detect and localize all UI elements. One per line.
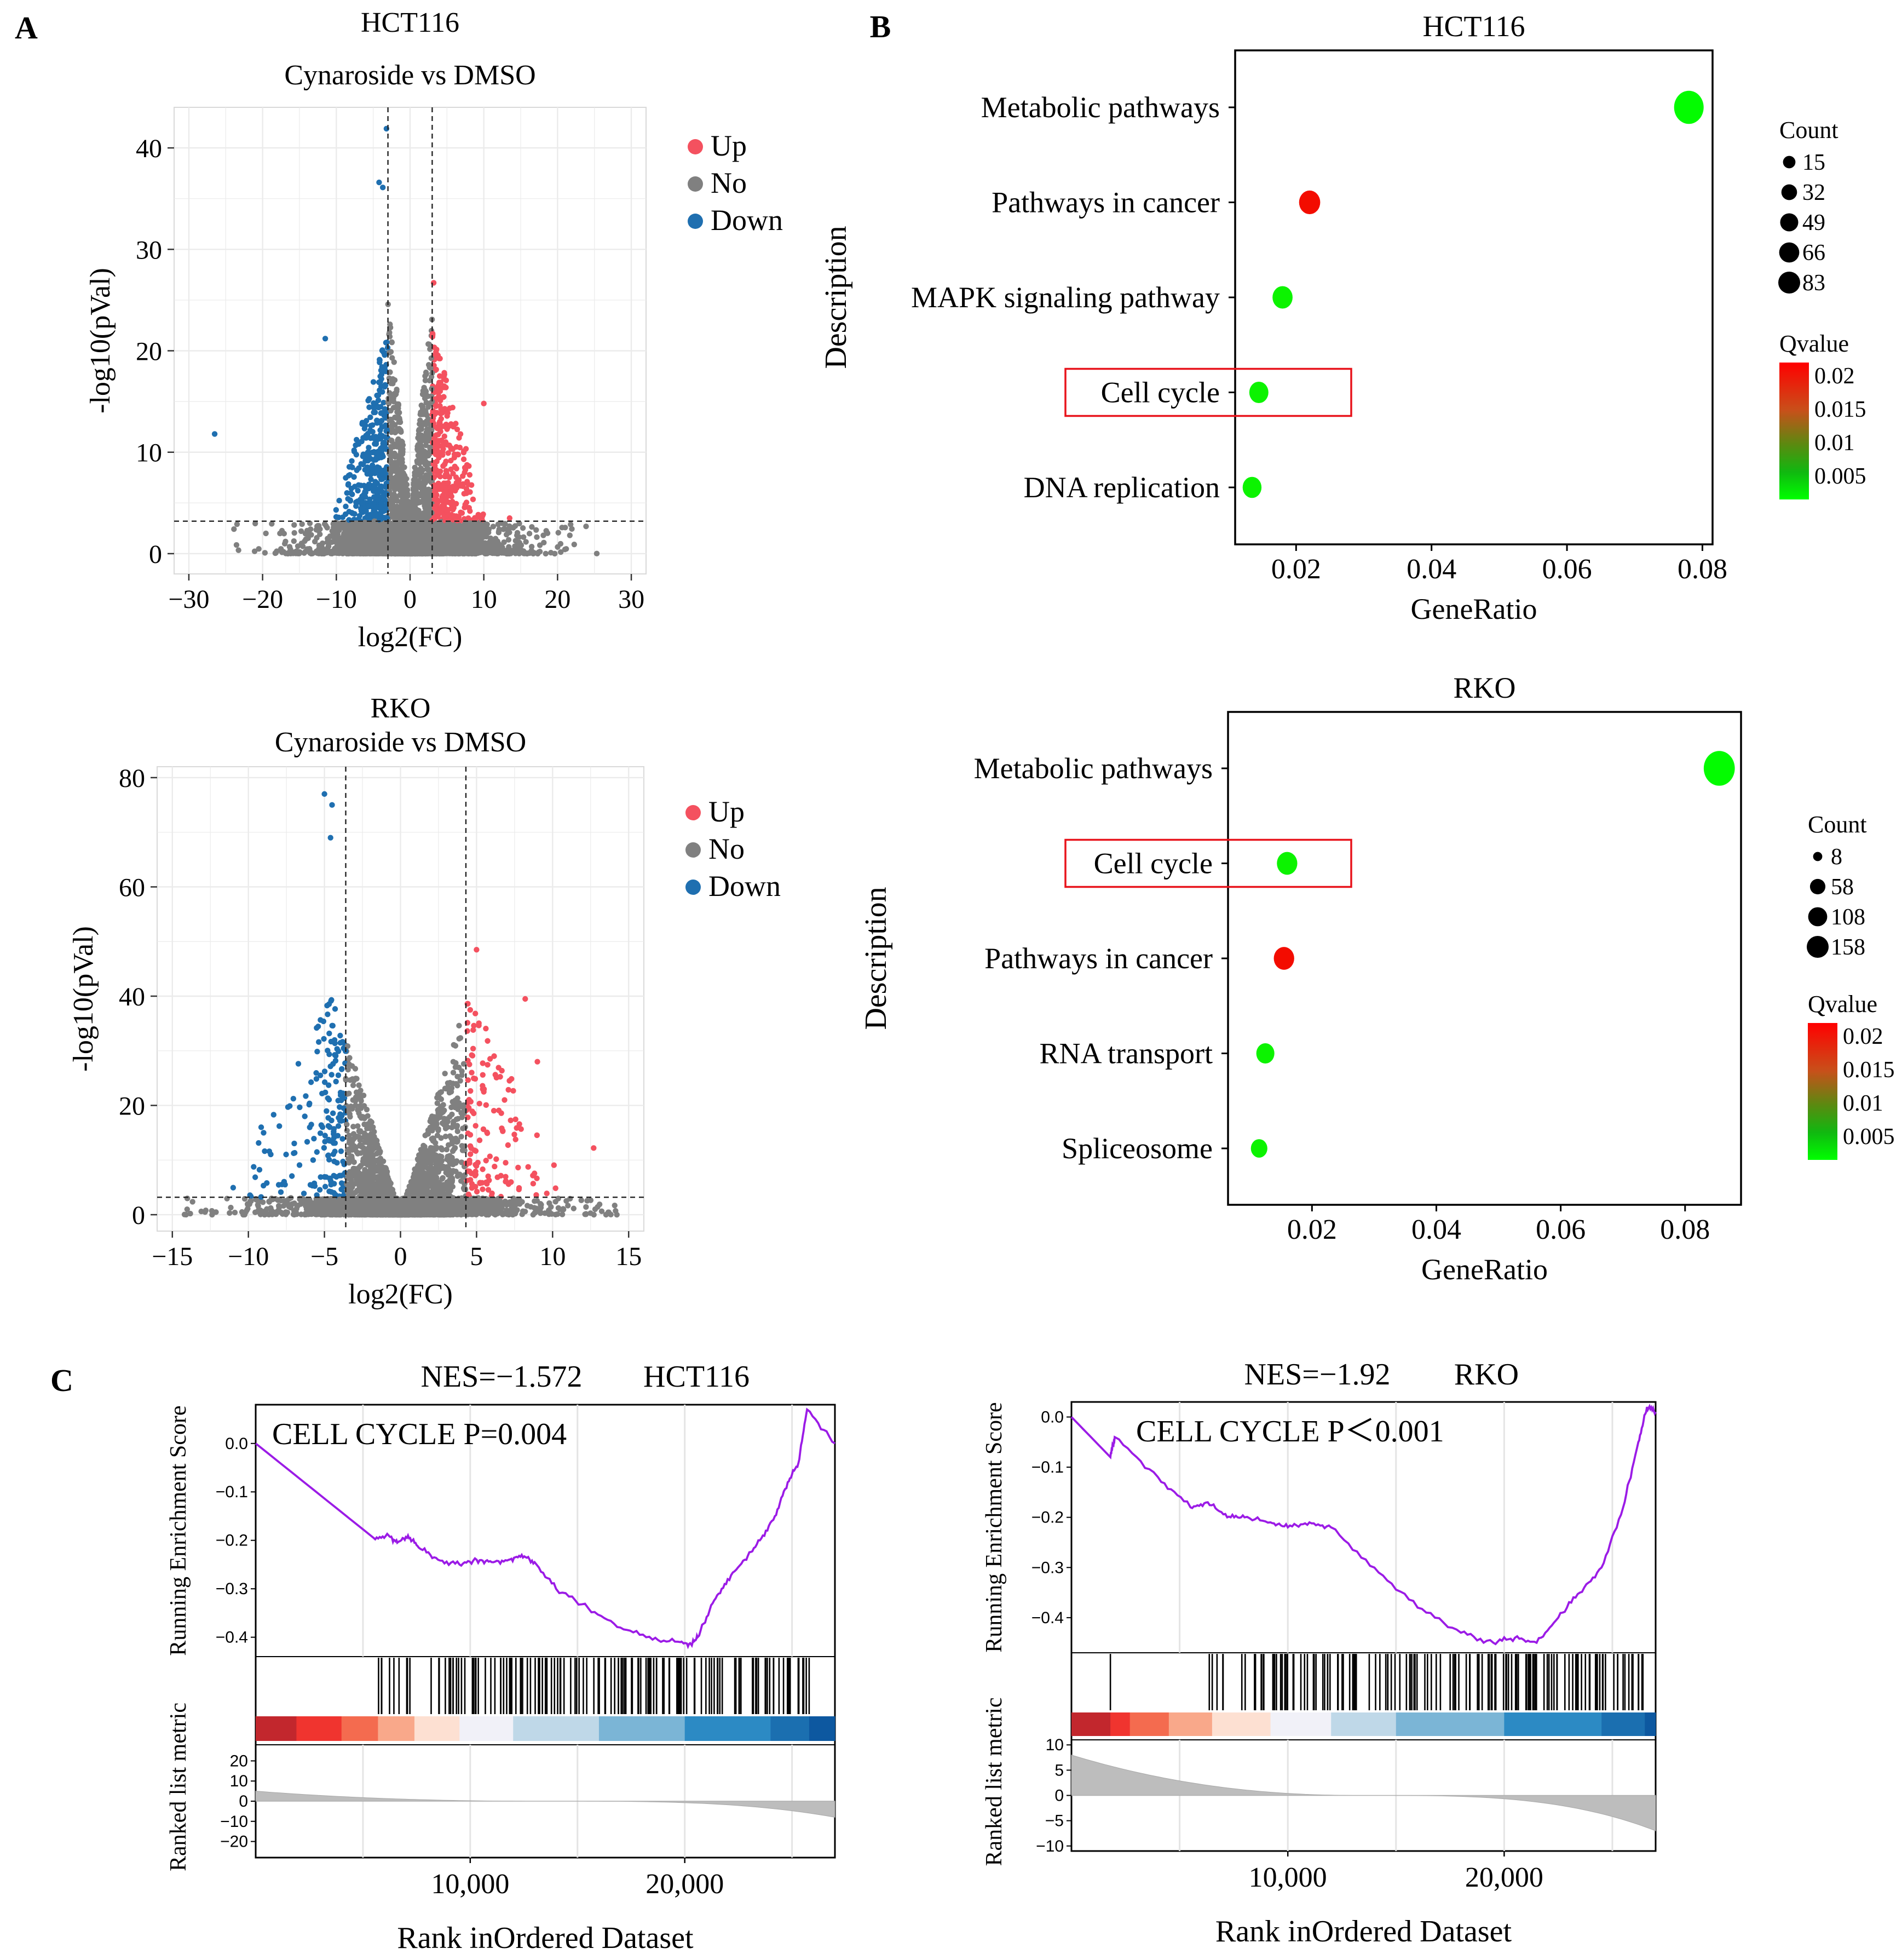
data-point-down bbox=[358, 505, 364, 512]
data-point-up bbox=[465, 515, 471, 521]
data-point-no bbox=[512, 538, 519, 544]
data-point-down bbox=[370, 379, 377, 385]
data-point-down bbox=[374, 486, 381, 492]
data-point-up bbox=[466, 463, 472, 469]
data-point-no bbox=[495, 528, 502, 534]
data-point-no bbox=[291, 538, 297, 544]
data-point-down bbox=[374, 392, 380, 399]
data-point-up bbox=[438, 416, 444, 422]
data-point-down bbox=[365, 398, 371, 404]
data-point-no bbox=[256, 546, 262, 552]
data-point-no bbox=[559, 525, 565, 531]
data-point-up bbox=[466, 472, 473, 478]
data-point-up bbox=[436, 384, 442, 391]
volcano-volcano_hct116: −30 −20 −10 0 10 20 30010203040log2(FC)-log10(… bbox=[85, 7, 783, 653]
data-point-no bbox=[520, 534, 527, 540]
data-point-down bbox=[349, 458, 355, 464]
data-point-no bbox=[396, 410, 402, 416]
data-point-no bbox=[424, 467, 431, 473]
data-point-up bbox=[453, 465, 459, 472]
data-point-no bbox=[583, 523, 589, 530]
data-point-no bbox=[520, 525, 526, 531]
data-point-no bbox=[234, 521, 240, 527]
data-point-up bbox=[440, 394, 447, 400]
data-point-no bbox=[279, 549, 285, 555]
data-point-down bbox=[333, 514, 339, 520]
data-point-down bbox=[347, 498, 354, 504]
data-point-down bbox=[379, 389, 385, 395]
data-point-up bbox=[453, 474, 459, 480]
data-point-no bbox=[388, 423, 394, 429]
data-point-no bbox=[505, 537, 512, 543]
data-point-no bbox=[567, 532, 573, 538]
data-point-no bbox=[593, 550, 600, 557]
data-point-no bbox=[425, 341, 431, 347]
data-point-no bbox=[299, 521, 305, 527]
data-point-no bbox=[514, 530, 521, 536]
data-point-no bbox=[571, 541, 578, 548]
data-point-down bbox=[336, 497, 342, 504]
data-point-down bbox=[366, 445, 372, 451]
data-point-no bbox=[281, 541, 288, 547]
panel-label-b: B bbox=[870, 9, 891, 44]
data-point-no bbox=[495, 521, 502, 527]
data-point-no bbox=[523, 539, 529, 545]
data-point-no bbox=[263, 530, 269, 537]
data-point-no bbox=[303, 536, 309, 542]
data-point-up bbox=[460, 456, 467, 462]
data-point-no bbox=[555, 544, 561, 550]
data-point-no bbox=[262, 550, 268, 556]
data-point-no bbox=[422, 377, 429, 383]
data-point-no bbox=[308, 532, 314, 538]
data-point-no bbox=[428, 355, 434, 361]
data-point-no bbox=[272, 550, 278, 556]
data-point-no bbox=[285, 550, 291, 557]
data-point-no bbox=[526, 531, 533, 537]
panel-label-a: A bbox=[15, 10, 38, 45]
data-point-no bbox=[286, 544, 293, 550]
data-point-no bbox=[390, 399, 397, 405]
data-point-up bbox=[458, 509, 464, 515]
data-point-up bbox=[460, 473, 466, 479]
panel-label-c: C bbox=[50, 1363, 73, 1398]
data-point-down bbox=[380, 453, 386, 459]
data-point-no bbox=[231, 526, 237, 532]
data-point-no bbox=[390, 376, 396, 382]
data-point-no bbox=[235, 547, 241, 553]
data-point-no bbox=[304, 527, 310, 534]
data-point-no bbox=[415, 442, 422, 448]
data-point-no bbox=[291, 522, 297, 528]
data-point-no bbox=[312, 538, 318, 545]
data-point-no bbox=[389, 339, 395, 345]
